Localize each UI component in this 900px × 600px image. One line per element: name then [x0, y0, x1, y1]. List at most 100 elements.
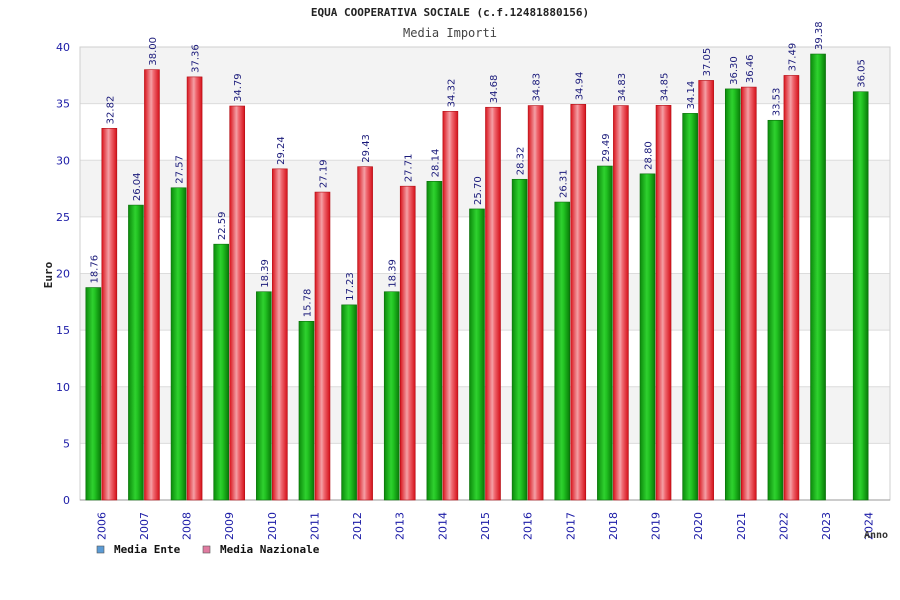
data-label: 33.53 — [771, 88, 782, 117]
data-label: 37.49 — [787, 43, 798, 72]
x-tick-label: 2013 — [394, 512, 407, 540]
legend-label-media-ente: Media Ente — [114, 543, 181, 556]
data-label: 28.32 — [516, 147, 527, 176]
chart-subtitle: Media Importi — [403, 26, 497, 40]
legend: Media Ente Media Nazionale — [96, 543, 320, 556]
x-tick-label: 2019 — [650, 512, 663, 540]
data-label: 34.68 — [489, 75, 500, 104]
data-label: 39.38 — [814, 21, 825, 50]
data-label: 34.83 — [617, 73, 628, 102]
x-tick-label: 2009 — [223, 512, 236, 540]
bar-media-ente — [85, 287, 102, 501]
x-tick-label: 2018 — [607, 512, 620, 540]
bar-media-nazionale — [485, 106, 501, 501]
bar-media-nazionale — [613, 105, 629, 501]
legend-label-media-nazionale: Media Nazionale — [220, 543, 320, 556]
bar-media-nazionale — [442, 111, 459, 501]
x-axis-label: Anno — [864, 530, 888, 541]
x-tick-label: 2024 — [863, 512, 876, 540]
bars — [85, 53, 869, 501]
data-label: 17.23 — [345, 272, 356, 301]
bar-media-ente — [511, 178, 528, 501]
bar-media-ente — [469, 208, 485, 501]
data-label: 15.78 — [302, 289, 313, 318]
x-tick-label: 2016 — [522, 512, 535, 540]
data-label: 27.19 — [318, 159, 329, 188]
bar-media-ente — [170, 187, 187, 501]
y-tick-label: 30 — [56, 154, 70, 167]
data-label: 28.14 — [430, 149, 441, 178]
bar-media-nazionale — [144, 69, 160, 501]
bar-media-ente — [256, 291, 272, 501]
data-label: 29.24 — [276, 136, 287, 165]
bar-media-nazionale — [314, 191, 331, 501]
legend-swatch-media-nazionale — [202, 545, 211, 554]
x-tick-label: 2020 — [692, 512, 705, 540]
data-label: 25.70 — [473, 176, 484, 205]
data-label: 36.05 — [857, 59, 868, 88]
bar-media-nazionale — [740, 86, 757, 501]
data-label: 34.79 — [233, 73, 244, 102]
bar-media-ente — [852, 91, 869, 501]
x-tick-label: 2011 — [308, 512, 321, 540]
bar-media-ente — [298, 320, 315, 501]
data-labels: 18.76 32.82 26.04 38.00 27.57 37.36 22.59 34.79… — [89, 21, 867, 317]
data-label: 26.31 — [558, 169, 569, 198]
bar-media-ente — [682, 113, 698, 501]
bar-media-ente — [810, 53, 826, 501]
data-label: 37.05 — [702, 48, 713, 77]
bar-media-nazionale — [272, 168, 288, 501]
data-label: 26.04 — [132, 172, 143, 201]
x-tick-label: 2021 — [735, 512, 748, 540]
bar-media-nazionale — [357, 166, 373, 501]
y-tick-label: 0 — [63, 494, 70, 507]
bar-media-ente — [639, 173, 656, 501]
bar-media-nazionale — [783, 75, 800, 501]
x-tick-label: 2014 — [436, 512, 449, 540]
bar-media-nazionale — [399, 185, 416, 501]
data-label: 38.00 — [148, 37, 159, 66]
bar-media-nazionale — [655, 105, 672, 501]
bar-media-nazionale — [229, 105, 246, 501]
data-label: 36.46 — [745, 54, 756, 83]
bar-media-ente — [383, 291, 400, 501]
data-label: 29.43 — [361, 134, 372, 163]
bar-media-ente — [767, 119, 784, 501]
bar-media-ente — [426, 181, 443, 501]
bar-media-nazionale — [101, 128, 118, 501]
bar-media-nazionale — [186, 76, 203, 501]
data-label: 34.94 — [574, 72, 585, 101]
data-label: 29.49 — [601, 133, 612, 162]
data-label: 22.59 — [217, 212, 228, 241]
y-tick-label: 10 — [56, 381, 70, 394]
data-label: 34.32 — [446, 79, 457, 108]
data-label: 34.83 — [532, 73, 543, 102]
y-tick-label: 40 — [56, 41, 70, 54]
y-tick-label: 20 — [56, 268, 70, 281]
bar-media-ente — [597, 165, 613, 501]
data-label: 28.80 — [644, 141, 655, 170]
data-label: 36.30 — [729, 56, 740, 85]
bar-media-ente — [554, 201, 571, 501]
x-tick-label: 2022 — [777, 512, 790, 540]
data-label: 18.39 — [260, 259, 271, 288]
x-tick-label: 2012 — [351, 512, 364, 540]
bar-media-ente — [341, 304, 357, 501]
x-tick-label: 2008 — [181, 512, 194, 540]
bar-media-nazionale — [570, 104, 587, 501]
data-label: 34.14 — [686, 81, 697, 110]
chart-title: EQUA COOPERATIVA SOCIALE (c.f.1248188015… — [311, 6, 589, 19]
y-tick-label: 35 — [56, 98, 70, 111]
x-tick-label: 2023 — [820, 512, 833, 540]
bar-media-nazionale — [527, 105, 544, 501]
data-label: 34.85 — [660, 73, 671, 102]
data-label: 18.76 — [89, 255, 100, 284]
x-tick-label: 2015 — [479, 512, 492, 540]
y-tick-label: 25 — [56, 211, 70, 224]
data-label: 27.71 — [404, 154, 415, 183]
x-tick-label: 2006 — [95, 512, 108, 540]
bar-media-ente — [128, 204, 144, 501]
bar-media-ente — [213, 243, 230, 501]
y-tick-label: 15 — [56, 324, 70, 337]
